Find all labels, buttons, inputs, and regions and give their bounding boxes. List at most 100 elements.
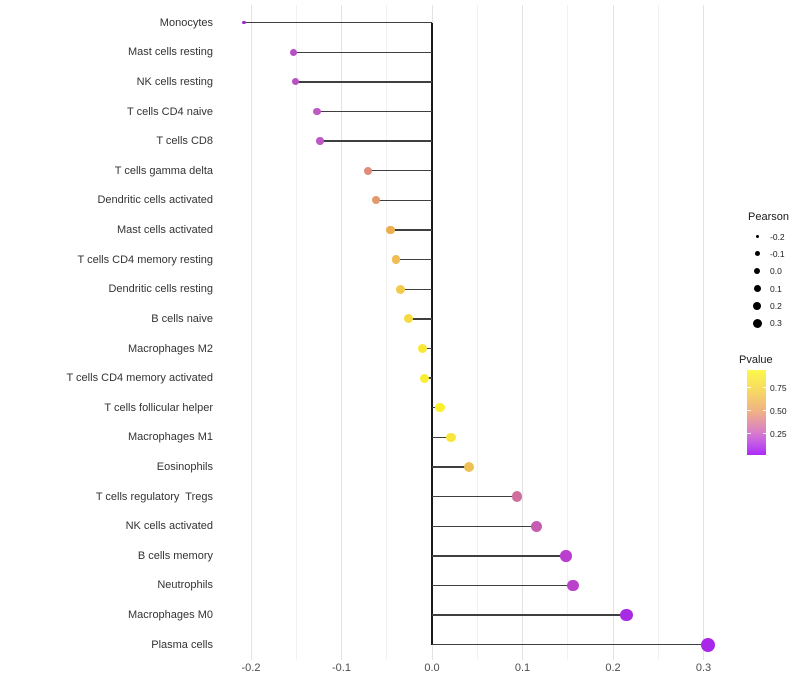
lollipop-stem	[243, 22, 432, 24]
size-legend-entry: 0.3	[737, 314, 799, 331]
gridline-major	[341, 5, 342, 660]
colorbar-tick	[747, 410, 751, 412]
pearson-size-legend: Pearson -0.2 -0.1 0.0 0.1 0.2 0.3	[737, 211, 799, 332]
lollipop-stem	[395, 258, 432, 261]
lollipop-stem	[432, 436, 451, 439]
lollipop-stem	[367, 170, 432, 172]
y-axis-label: Mast cells activated	[117, 224, 213, 237]
x-axis-tick-label: 0.2	[605, 662, 621, 674]
pearson-legend-entries: -0.2 -0.1 0.0 0.1 0.2 0.3	[737, 228, 799, 332]
gridline-major	[703, 5, 704, 660]
size-legend-dot-cell	[737, 268, 770, 275]
lollipop-stem	[375, 199, 432, 202]
y-axis-label: T cells gamma delta	[114, 164, 213, 177]
size-legend-entry: -0.1	[737, 245, 799, 262]
lollipop-dot	[403, 314, 413, 324]
size-legend-label: 0.0	[770, 266, 782, 277]
lollipop-stem	[432, 584, 574, 587]
size-legend-entry: -0.2	[737, 228, 799, 245]
lollipop-dot	[420, 373, 430, 383]
lollipop-stem	[432, 555, 566, 557]
lollipop-stem	[432, 495, 518, 498]
pvalue-colorbar-labels: 0.75 0.50 0.25	[770, 370, 800, 455]
lollipop-stem	[432, 643, 709, 646]
lollipop-stem	[400, 288, 432, 290]
size-legend-dot	[753, 285, 761, 293]
size-legend-dot	[753, 301, 761, 310]
gridline-minor	[295, 5, 297, 660]
y-axis-label: NK cells activated	[125, 520, 213, 533]
y-axis-label: B cells naive	[151, 312, 213, 325]
y-axis-labels: Monocytes Mast cells resting NK cells rest…	[0, 5, 213, 660]
size-legend-dot-cell	[737, 301, 770, 310]
lollipop-dot	[417, 344, 427, 353]
pvalue-color-legend: Pvalue 0.75 0.50 0.25	[737, 354, 800, 455]
y-axis-label: T cells follicular helper	[104, 401, 213, 414]
lollipop-dot	[446, 432, 456, 443]
lollipop-dot	[567, 579, 579, 592]
y-axis-label: Macrophages M0	[128, 609, 213, 622]
size-legend-label: 0.1	[770, 283, 782, 294]
lollipop-stem	[432, 466, 470, 468]
pvalue-colorbar	[747, 370, 766, 455]
size-legend-label: 0.2	[770, 300, 782, 311]
colorbar-tick	[747, 387, 751, 389]
size-legend-entry: 0.2	[737, 297, 799, 314]
lollipop-dot	[386, 225, 395, 235]
plot-panel	[220, 5, 732, 660]
x-axis-tick-label: -0.2	[241, 662, 261, 674]
y-axis-label: Plasma cells	[151, 638, 213, 651]
y-axis-label: B cells memory	[137, 549, 213, 562]
legend-panel: Pearson -0.2 -0.1 0.0 0.1 0.2 0.3 Pvalue 0.75…	[737, 211, 799, 455]
size-legend-dot-cell	[737, 285, 770, 293]
lollipop-dot	[242, 20, 246, 25]
lollipop-stem	[408, 318, 432, 320]
lollipop-stem	[293, 51, 432, 53]
colorbar-tick	[762, 410, 766, 412]
x-axis-tick-label: 0.0	[424, 662, 440, 674]
lollipop-stem	[432, 525, 537, 527]
colorbar-tick	[747, 433, 751, 435]
lollipop-dot	[363, 166, 372, 175]
size-legend-label: -0.2	[770, 231, 785, 242]
y-axis-label: T cells CD4 memory resting	[77, 253, 214, 266]
lollipop-dot	[371, 196, 380, 205]
size-legend-dot	[752, 318, 762, 328]
y-axis-label: Mast cells resting	[128, 46, 213, 59]
lollipop-stem	[390, 229, 432, 231]
lollipop-dot	[316, 137, 324, 145]
zero-baseline	[431, 22, 433, 645]
pvalue-colorbar-row: 0.75 0.50 0.25	[747, 370, 800, 455]
size-legend-dot	[754, 268, 760, 275]
size-legend-dot-cell	[737, 251, 770, 257]
y-axis-label: T cells regulatory Tregs	[95, 490, 213, 503]
x-axis-tick-label: 0.1	[514, 662, 531, 674]
lollipop-dot	[391, 255, 401, 264]
lollipop-stem	[295, 81, 432, 83]
y-axis-label: Eosinophils	[156, 460, 213, 473]
size-legend-entry: 0.1	[737, 280, 799, 297]
y-axis-label: Dendritic cells resting	[108, 283, 213, 296]
y-axis-label: Monocytes	[159, 16, 213, 29]
colorbar-tick-label: 0.50	[770, 405, 787, 416]
y-axis-label: Neutrophils	[157, 579, 213, 592]
y-axis-label: T cells CD4 naive	[127, 105, 213, 118]
lollipop-dot	[291, 78, 299, 86]
size-legend-label: -0.1	[770, 248, 785, 259]
lollipop-stem	[422, 347, 432, 350]
size-legend-label: 0.3	[770, 318, 782, 329]
lollipop-dot	[464, 461, 475, 472]
gridline-minor	[386, 5, 388, 660]
colorbar-tick	[762, 387, 766, 389]
gridline-major	[522, 5, 523, 660]
y-axis-label: Macrophages M2	[128, 342, 213, 355]
lollipop-dot	[560, 550, 572, 562]
lollipop-dot	[530, 520, 542, 532]
lollipop-stem	[432, 614, 627, 616]
gridline-minor	[476, 5, 478, 660]
gridline-minor	[657, 5, 659, 660]
lollipop-dot	[395, 284, 405, 294]
size-legend-dot-cell	[737, 318, 770, 328]
colorbar-tick	[762, 433, 766, 435]
